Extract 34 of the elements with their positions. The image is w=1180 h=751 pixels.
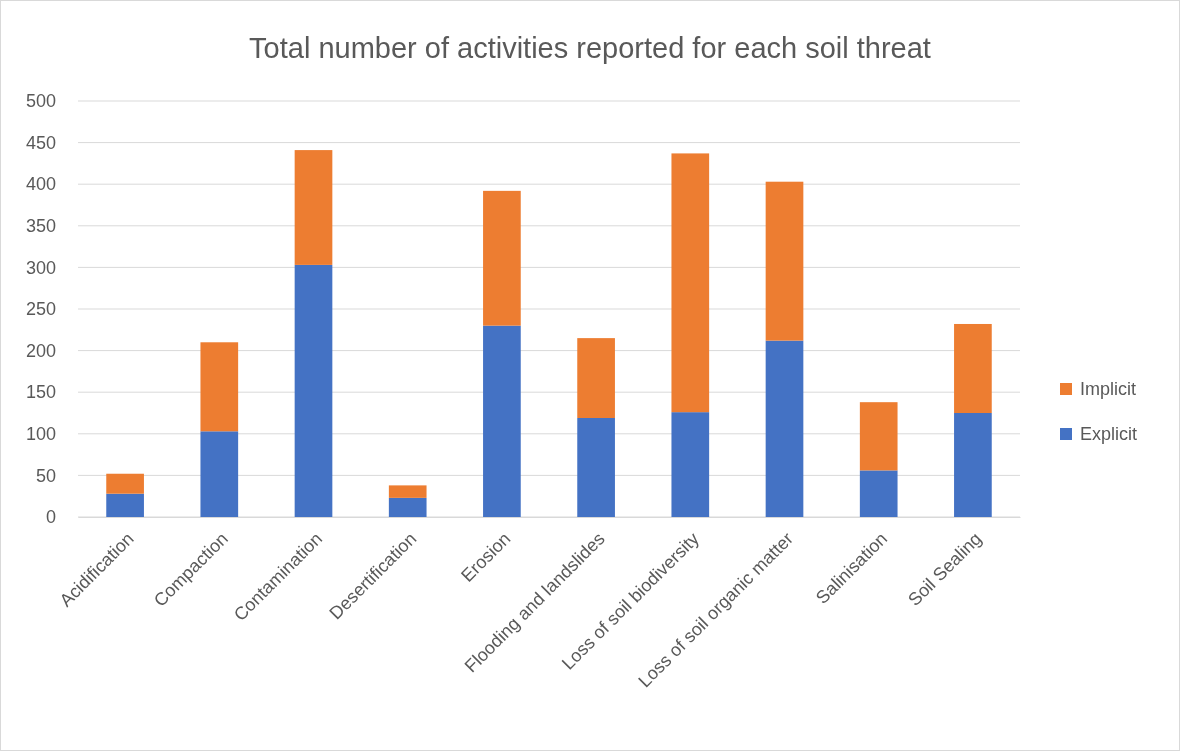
bar bbox=[483, 325, 521, 517]
bar bbox=[577, 338, 615, 418]
y-tick-label: 300 bbox=[25, 257, 56, 278]
y-tick-label: 150 bbox=[25, 382, 56, 403]
bar bbox=[106, 493, 144, 517]
y-tick-label: 400 bbox=[25, 174, 56, 195]
y-tick-label: 0 bbox=[45, 507, 56, 528]
bar bbox=[483, 190, 521, 326]
bar bbox=[106, 473, 144, 494]
bar bbox=[577, 417, 615, 517]
bar bbox=[765, 181, 804, 341]
bar bbox=[200, 342, 239, 432]
y-tick-label: 50 bbox=[35, 465, 56, 486]
legend-label: Implicit bbox=[1080, 379, 1137, 399]
bar bbox=[294, 150, 333, 265]
bar bbox=[671, 412, 710, 517]
y-tick-label: 250 bbox=[25, 299, 56, 320]
y-tick-label: 350 bbox=[25, 216, 56, 237]
bar bbox=[200, 431, 239, 517]
bar bbox=[954, 413, 992, 517]
y-tick-label: 100 bbox=[25, 424, 56, 445]
bar bbox=[765, 340, 804, 517]
bar bbox=[859, 402, 898, 471]
legend-label: Explicit bbox=[1080, 424, 1138, 444]
y-tick-label: 500 bbox=[25, 91, 56, 112]
bar bbox=[671, 153, 710, 413]
y-tick-label: 450 bbox=[25, 132, 56, 153]
bar bbox=[954, 323, 992, 413]
y-tick-label: 200 bbox=[25, 340, 56, 361]
chart-title: Total number of activities reported for each soil threat bbox=[249, 32, 931, 64]
bar bbox=[294, 264, 333, 517]
bar bbox=[388, 497, 427, 517]
bar bbox=[388, 485, 427, 498]
bar bbox=[859, 470, 898, 517]
